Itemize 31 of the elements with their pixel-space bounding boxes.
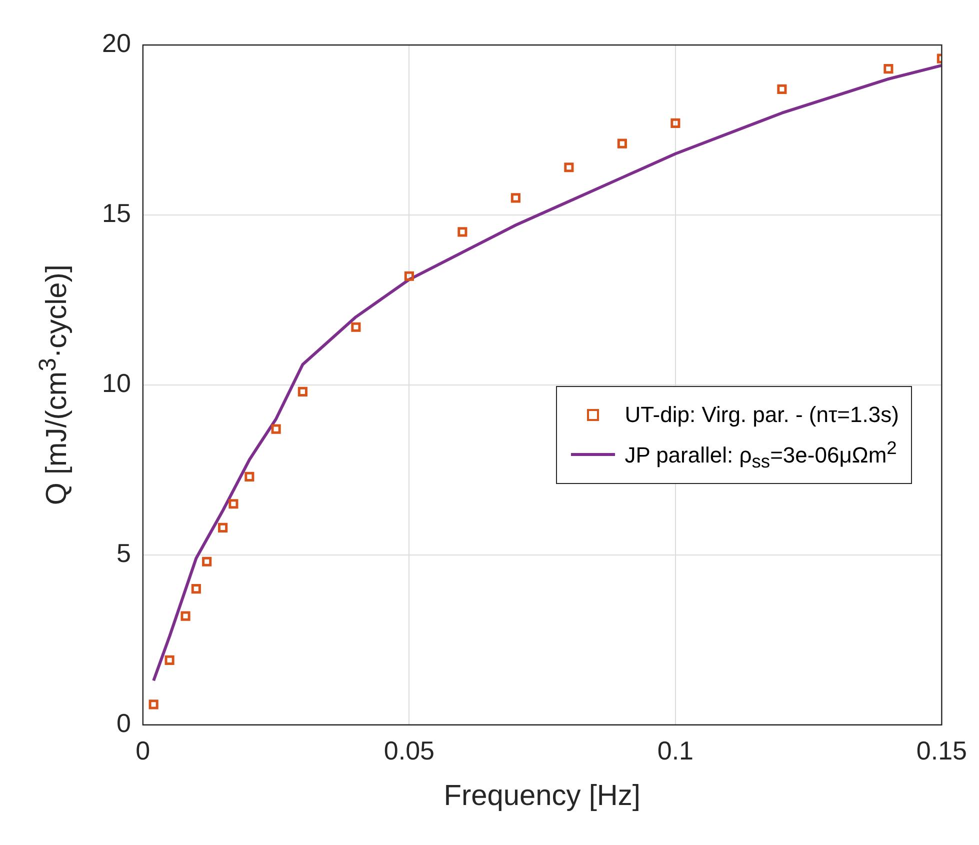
x-tick-label: 0.05: [384, 736, 434, 766]
x-tick-label: 0.1: [657, 736, 694, 766]
point: [777, 84, 787, 94]
y-tick-label: 10: [102, 368, 131, 398]
legend-label: JP parallel: ρ$_{ss}$=3e-06μΩm$^{2}$: [624, 437, 897, 473]
point: [191, 584, 201, 594]
y-tick-label: 0: [116, 708, 131, 738]
point: [884, 64, 894, 74]
y-tick-label: 20: [102, 28, 131, 58]
point: [218, 522, 228, 532]
point: [148, 700, 158, 710]
point: [404, 271, 414, 281]
legend-label: UT-dip: Virg. par. - (nτ=1.3s): [624, 402, 899, 428]
point: [298, 386, 308, 396]
x-tick-label: 0: [136, 736, 150, 766]
point: [228, 499, 238, 509]
point: [510, 193, 520, 203]
point: [351, 322, 361, 332]
point: [458, 227, 468, 237]
point: [202, 556, 212, 566]
point: [164, 655, 174, 666]
point: [564, 162, 574, 172]
x-tick-label: 0.15: [916, 736, 968, 766]
point: [180, 611, 190, 621]
y-tick-label: 5: [116, 538, 131, 568]
point: [271, 424, 281, 434]
point: [670, 118, 680, 128]
y-tick-label: 15: [102, 198, 131, 228]
x-axis-title: Frequency [Hz]: [444, 780, 640, 813]
point: [617, 138, 627, 148]
point: [244, 472, 254, 482]
